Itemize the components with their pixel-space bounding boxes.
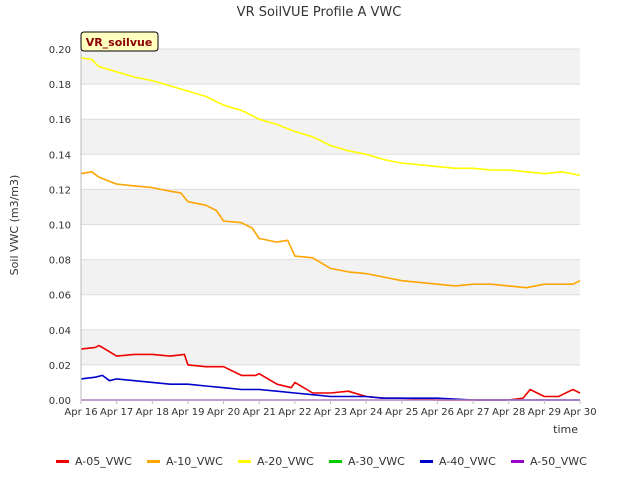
x-tick-label: Apr 23 — [314, 407, 347, 418]
legend: A-05_VWC A-10_VWC A-20_VWC A-30_VWC A-40_VWC… — [0, 452, 640, 470]
series-line-a-05-vwc — [80, 344, 581, 401]
x-tick-label: Apr 25 — [385, 407, 418, 418]
y-tick-label: 0.06 — [49, 291, 71, 302]
y-tick-label: 0.14 — [49, 150, 71, 161]
site-badge-label: VR_soilvue — [86, 36, 153, 49]
x-tick-label: Apr 21 — [243, 407, 276, 418]
y-tick-label: 0.08 — [49, 256, 71, 267]
x-tick-label: Apr 16 — [64, 407, 97, 418]
legend-label: A-30_VWC — [348, 454, 405, 468]
legend-label: A-20_VWC — [257, 454, 314, 468]
y-tick-label: 0.10 — [49, 221, 71, 232]
y-tick-label: 0.18 — [49, 80, 71, 91]
x-tick-label: Apr 20 — [207, 407, 240, 418]
x-tick-label: Apr 19 — [171, 407, 204, 418]
y-tick-label: 0.12 — [49, 185, 71, 196]
plot-band — [81, 189, 580, 225]
legend-swatch — [238, 459, 251, 463]
y-tick-labels: 0.00 0.02 0.04 0.06 0.08 0.10 0.12 0.14 0.16 0.18… — [49, 45, 71, 407]
chart-title: VR SoilVUE Profile A VWC — [237, 5, 402, 20]
legend-item-a-50-vwc[interactable]: A-50_VWC — [511, 452, 587, 470]
plot-band — [81, 224, 580, 260]
site-badge: VR_soilvue — [80, 31, 159, 52]
legend-label: A-10_VWC — [166, 454, 223, 468]
legend-item-a-20-vwc[interactable]: A-20_VWC — [238, 452, 314, 470]
x-axis-label: time — [553, 423, 578, 436]
x-tick-label: Apr 30 — [563, 407, 596, 418]
x-tick-label: Apr 24 — [350, 407, 383, 418]
y-tick-label: 0.04 — [49, 326, 71, 337]
x-tick-label: Apr 18 — [136, 407, 169, 418]
plot-band — [81, 329, 580, 365]
legend-item-a-40-vwc[interactable]: A-40_VWC — [420, 452, 496, 470]
legend-swatch — [56, 459, 69, 463]
plot-band — [81, 294, 580, 330]
x-tick-label: Apr 17 — [100, 407, 133, 418]
legend-label: A-40_VWC — [439, 454, 496, 468]
plot-band — [81, 364, 580, 400]
y-tick-label: 0.00 — [49, 396, 71, 407]
plot-band — [81, 84, 580, 120]
y-tick-label: 0.16 — [49, 115, 71, 126]
y-tick-label: 0.20 — [49, 45, 71, 56]
plot-background — [81, 49, 580, 400]
legend-label: A-05_VWC — [75, 454, 132, 468]
y-tick-label: 0.02 — [49, 361, 71, 372]
x-tick-label: Apr 26 — [421, 407, 454, 418]
legend-item-a-05-vwc[interactable]: A-05_VWC — [56, 452, 132, 470]
legend-label: A-50_VWC — [530, 454, 587, 468]
legend-item-a-30-vwc[interactable]: A-30_VWC — [329, 452, 405, 470]
plot-band — [81, 119, 580, 155]
x-tick-labels: Apr 16 Apr 17 Apr 18 Apr 19 Apr 20 Apr 21 Apr … — [64, 400, 597, 418]
legend-swatch — [329, 459, 342, 463]
series-line-a-10-vwc — [80, 171, 581, 289]
legend-swatch — [511, 459, 524, 463]
legend-item-a-10-vwc[interactable]: A-10_VWC — [147, 452, 223, 470]
x-tick-label: Apr 27 — [456, 407, 489, 418]
x-tick-label: Apr 22 — [278, 407, 311, 418]
x-tick-label: Apr 29 — [528, 407, 561, 418]
plot-band — [81, 154, 580, 190]
series-line-a-20-vwc — [80, 57, 581, 177]
legend-swatch — [420, 459, 433, 463]
x-tick-label: Apr 28 — [492, 407, 525, 418]
plot-band — [81, 49, 580, 85]
y-axis-label: Soil VWC (m3/m3) — [8, 175, 21, 276]
series-line-a-40-vwc — [80, 374, 580, 401]
legend-swatch — [147, 459, 160, 463]
plot-band — [81, 259, 580, 295]
